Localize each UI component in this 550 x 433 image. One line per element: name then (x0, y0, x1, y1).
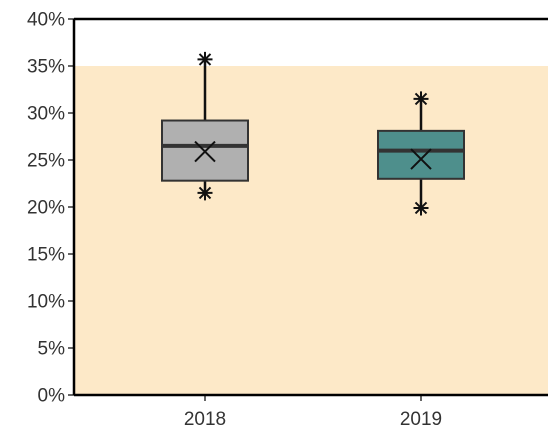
y-tick-label: 0% (38, 386, 66, 407)
y-tick-label: 15% (27, 245, 65, 266)
box-2018 (161, 51, 249, 201)
whisker-high-marker (413, 91, 429, 107)
axis-lines (72, 17, 548, 397)
plot-background (74, 66, 548, 395)
y-tick-label: 25% (27, 151, 65, 172)
x-tick-label: 2018 (184, 409, 226, 430)
y-tick-label: 30% (27, 104, 65, 125)
mean-marker (410, 148, 432, 170)
y-tick-label: 5% (38, 339, 66, 360)
y-tick-label: 20% (27, 198, 65, 219)
whisker-low-marker (197, 185, 213, 201)
y-axis: 0% 5% 10% 15% 20% 25% 30% 35% 40% (27, 10, 74, 407)
boxes (161, 51, 465, 216)
background-band (74, 66, 548, 395)
x-tick-label: 2019 (400, 409, 442, 430)
mean-marker (194, 140, 216, 163)
box-body (377, 129, 465, 180)
y-tick-label: 40% (27, 10, 65, 31)
whisker-low-marker (413, 200, 429, 216)
whisker-high-marker (197, 51, 213, 67)
x-axis: 2018 2019 (184, 395, 442, 430)
y-tick-label: 35% (27, 57, 65, 78)
box-2019 (377, 91, 465, 216)
y-tick-label: 10% (27, 292, 65, 313)
